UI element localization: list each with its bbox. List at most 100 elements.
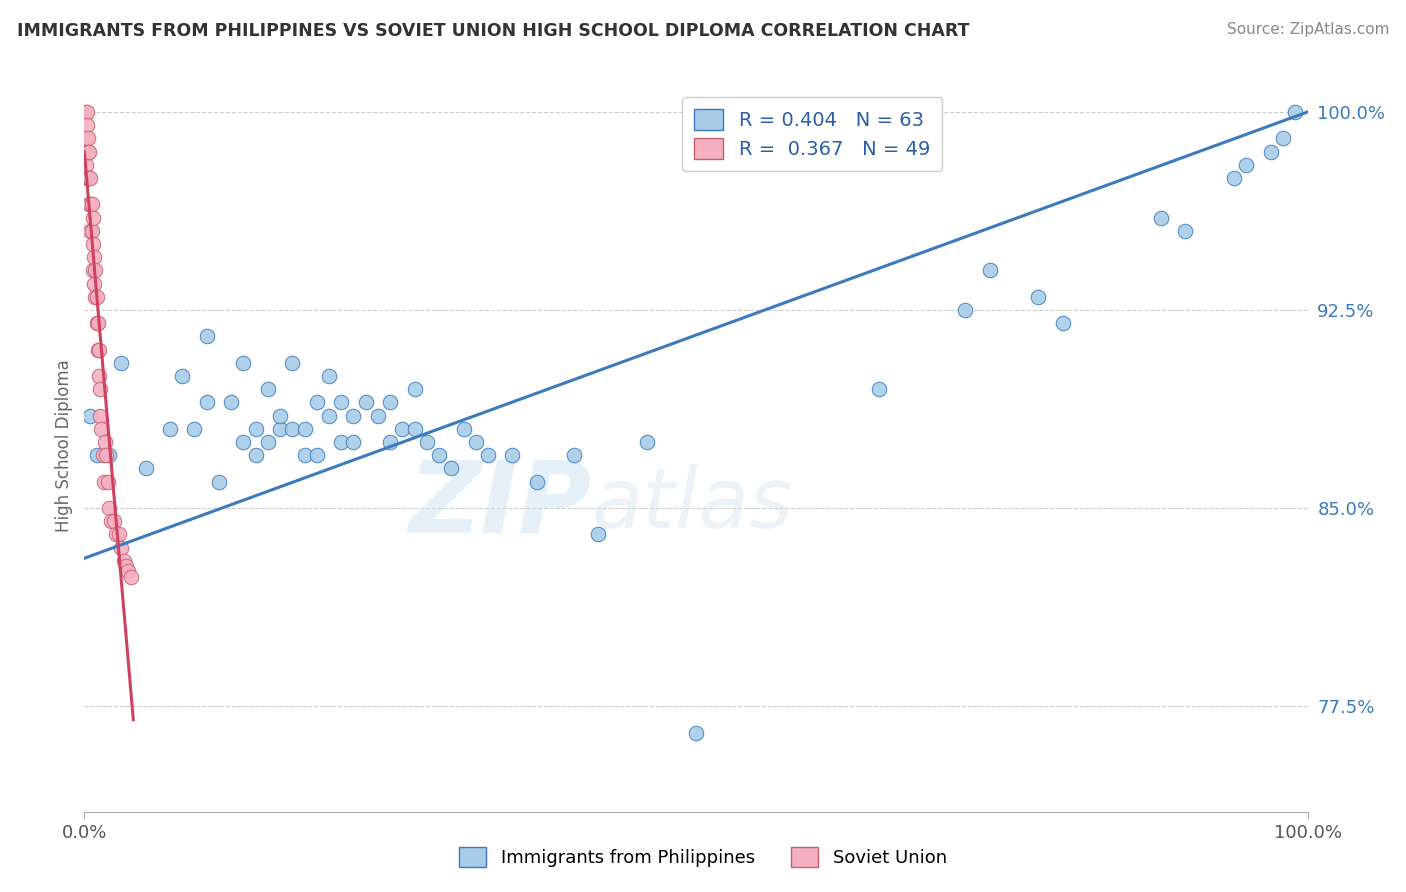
Point (305, 448, 328, 462)
Point (330, 435, 353, 450)
Point (110, 541, 132, 555)
Point (107, 527, 129, 541)
Point (94, 435, 117, 450)
Point (294, 422, 316, 436)
Point (89, 409, 111, 423)
Point (305, 395, 328, 409)
Point (89, 382, 111, 396)
Point (1052, 316, 1074, 330)
Point (87, 343, 110, 357)
Legend: Immigrants from Philippines, Soviet Union: Immigrants from Philippines, Soviet Unio… (453, 839, 953, 874)
Point (281, 422, 304, 436)
Point (172, 369, 194, 384)
Point (294, 448, 316, 462)
Point (1150, 211, 1173, 225)
Point (427, 448, 450, 462)
Point (87, 316, 110, 330)
Point (120, 570, 142, 584)
Point (636, 435, 658, 450)
Point (195, 395, 218, 409)
Point (79, 409, 101, 423)
Point (281, 356, 304, 370)
Point (953, 303, 976, 318)
Point (685, 725, 707, 739)
Point (97, 448, 120, 462)
Point (354, 395, 377, 409)
Point (416, 435, 439, 450)
Point (245, 422, 267, 436)
Point (97, 501, 120, 516)
Point (1028, 290, 1050, 304)
Point (453, 422, 475, 436)
Point (76, 145, 98, 159)
Point (232, 356, 254, 370)
Point (75, 158, 97, 172)
Point (464, 435, 486, 450)
Point (86, 290, 108, 304)
Point (1260, 145, 1282, 159)
Y-axis label: High School Diploma: High School Diploma (55, 359, 73, 533)
Point (100, 514, 122, 528)
Point (318, 409, 340, 423)
Point (245, 448, 267, 462)
Point (77, 171, 100, 186)
Point (257, 382, 280, 396)
Text: Source: ZipAtlas.com: Source: ZipAtlas.com (1226, 22, 1389, 37)
Point (380, 435, 402, 450)
Point (269, 409, 291, 423)
Point (342, 409, 364, 423)
Point (330, 395, 353, 409)
Point (117, 565, 139, 579)
Point (83, 277, 105, 291)
Point (502, 448, 524, 462)
Point (183, 422, 205, 436)
Text: IMMIGRANTS FROM PHILIPPINES VS SOVIET UNION HIGH SCHOOL DIPLOMA CORRELATION CHAR: IMMIGRANTS FROM PHILIPPINES VS SOVIET UN… (17, 22, 969, 40)
Point (195, 329, 218, 343)
Point (103, 514, 125, 528)
Point (93, 475, 115, 489)
Point (75, 105, 97, 120)
Point (83, 250, 105, 264)
Point (1236, 158, 1258, 172)
Point (367, 409, 389, 423)
Point (86, 448, 108, 462)
Point (1223, 171, 1246, 186)
Point (76, 171, 98, 186)
Point (219, 395, 242, 409)
Point (562, 448, 585, 462)
Point (112, 554, 135, 568)
Point (979, 263, 1001, 277)
Point (91, 448, 114, 462)
Point (77, 171, 100, 186)
Point (86, 316, 108, 330)
Point (440, 461, 463, 475)
Point (115, 559, 138, 574)
Point (79, 171, 101, 186)
Point (82, 263, 104, 277)
Point (76, 105, 98, 120)
Point (342, 435, 364, 450)
Point (208, 475, 231, 489)
Point (318, 369, 340, 384)
Point (1272, 131, 1295, 145)
Point (79, 224, 101, 238)
Point (84, 263, 107, 277)
Point (404, 382, 426, 396)
Point (1174, 224, 1197, 238)
Point (404, 422, 426, 436)
Point (269, 422, 291, 436)
Point (96, 448, 118, 462)
Point (77, 197, 100, 211)
Point (159, 422, 181, 436)
Point (105, 527, 128, 541)
Point (87, 369, 110, 384)
Point (82, 211, 104, 225)
Point (257, 435, 280, 450)
Point (77, 131, 100, 145)
Point (586, 527, 609, 541)
Text: ZIP: ZIP (409, 456, 592, 553)
Point (1284, 105, 1306, 120)
Text: atlas: atlas (592, 464, 793, 545)
Point (82, 237, 104, 252)
Point (135, 461, 157, 475)
